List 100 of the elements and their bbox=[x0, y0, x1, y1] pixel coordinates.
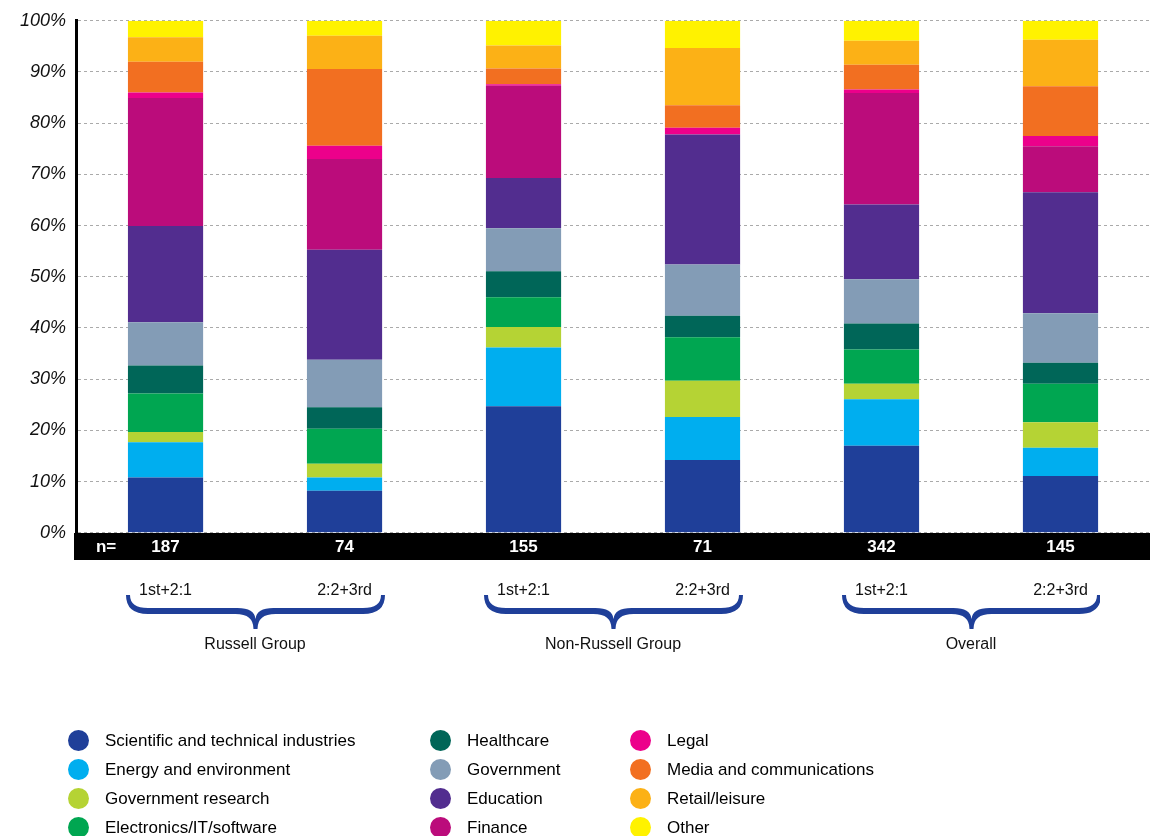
bar bbox=[843, 204, 920, 280]
bar bbox=[843, 323, 920, 350]
bar bbox=[485, 271, 562, 298]
bar bbox=[664, 47, 741, 106]
bar bbox=[306, 359, 383, 408]
bar bbox=[306, 463, 383, 478]
bar bbox=[306, 68, 383, 146]
x-tick-label: 1st+2:1 bbox=[497, 580, 551, 598]
y-tick-label: 50% bbox=[30, 265, 67, 286]
legend-label: Other bbox=[667, 817, 710, 836]
y-tick-label: 90% bbox=[30, 61, 67, 81]
legend-label: Electronics/IT/software bbox=[105, 817, 277, 836]
y-tick-label: 40% bbox=[30, 317, 67, 337]
bar bbox=[843, 64, 920, 90]
bar bbox=[843, 20, 920, 41]
legend-label: Government research bbox=[105, 788, 270, 809]
bar bbox=[127, 431, 204, 443]
legend-label: Retail/leisure bbox=[667, 788, 766, 809]
x-tick-label: 2:2+3rd bbox=[317, 580, 372, 598]
bar bbox=[1022, 39, 1099, 87]
bar bbox=[1022, 313, 1099, 363]
text: 342 bbox=[867, 536, 896, 557]
bar bbox=[485, 20, 562, 46]
bar bbox=[306, 249, 383, 360]
bar bbox=[664, 264, 741, 316]
text: n= bbox=[95, 536, 117, 557]
bar bbox=[485, 406, 562, 533]
y-tick-label: 60% bbox=[30, 214, 67, 235]
text: 74 bbox=[335, 536, 354, 557]
bar bbox=[664, 315, 741, 338]
bar bbox=[127, 393, 204, 432]
bar bbox=[127, 365, 204, 394]
bar bbox=[485, 45, 562, 69]
y-tick-label: 100% bbox=[19, 9, 67, 30]
legend-label: Healthcare bbox=[467, 730, 550, 751]
bar bbox=[664, 460, 741, 533]
bar bbox=[1022, 20, 1099, 40]
bar bbox=[1022, 422, 1099, 448]
bar bbox=[843, 279, 920, 324]
bar bbox=[1022, 136, 1099, 147]
legend-label: Media and communications bbox=[667, 759, 874, 780]
bar bbox=[306, 35, 383, 69]
x-tick-label: 2:2+3rd bbox=[675, 580, 730, 598]
text: Overall bbox=[945, 634, 997, 653]
text: 71 bbox=[693, 536, 712, 557]
text: Non-Russell Group bbox=[544, 634, 682, 653]
bar bbox=[485, 228, 562, 272]
bar bbox=[306, 407, 383, 429]
bar bbox=[843, 92, 920, 205]
bar bbox=[1022, 362, 1099, 384]
bar bbox=[485, 297, 562, 327]
bar bbox=[843, 89, 920, 93]
text: 145 bbox=[1046, 536, 1075, 557]
bar bbox=[306, 159, 383, 250]
legend-label: Finance bbox=[467, 817, 528, 836]
y-tick-label: 0% bbox=[40, 521, 67, 542]
x-tick-label: 1st+2:1 bbox=[139, 580, 193, 598]
legend-label: Energy and environment bbox=[105, 759, 291, 780]
bar bbox=[127, 61, 204, 93]
bar bbox=[306, 490, 383, 533]
bar bbox=[843, 445, 920, 533]
bar bbox=[664, 20, 741, 48]
y-tick-label: 80% bbox=[30, 112, 67, 133]
text: Russell Group bbox=[204, 634, 306, 653]
x-tick-label: 2:2+3rd bbox=[1033, 580, 1088, 598]
bar bbox=[843, 399, 920, 446]
bar bbox=[306, 428, 383, 464]
bar bbox=[664, 127, 741, 135]
bar bbox=[1022, 475, 1099, 533]
bar bbox=[485, 177, 562, 229]
bar bbox=[485, 85, 562, 178]
text: 155 bbox=[509, 536, 538, 557]
bar bbox=[127, 477, 204, 533]
bar bbox=[1022, 146, 1099, 193]
text: 187 bbox=[151, 536, 180, 557]
bar bbox=[664, 134, 741, 265]
bar bbox=[127, 226, 204, 323]
bar bbox=[127, 37, 204, 62]
bar bbox=[664, 105, 741, 128]
bar bbox=[843, 349, 920, 384]
bar bbox=[664, 417, 741, 461]
bar bbox=[127, 98, 204, 227]
legend-label: Government bbox=[467, 759, 561, 780]
y-tick-label: 20% bbox=[29, 419, 67, 440]
x-tick-label: 1st+2:1 bbox=[855, 580, 909, 598]
y-tick-label: 10% bbox=[30, 470, 67, 491]
bar bbox=[843, 40, 920, 65]
legend-label: Education bbox=[467, 788, 543, 809]
bar bbox=[1022, 86, 1099, 136]
bar bbox=[1022, 447, 1099, 476]
legend-label: Scientific and technical industries bbox=[105, 730, 356, 751]
y-tick-label: 30% bbox=[30, 368, 67, 389]
bar bbox=[664, 380, 741, 418]
bar bbox=[306, 477, 383, 491]
bar bbox=[1022, 383, 1099, 423]
bar bbox=[127, 442, 204, 478]
bar bbox=[127, 92, 204, 99]
legend-label: Legal bbox=[667, 730, 709, 751]
y-tick-label: 70% bbox=[30, 163, 67, 184]
bar bbox=[664, 337, 741, 381]
